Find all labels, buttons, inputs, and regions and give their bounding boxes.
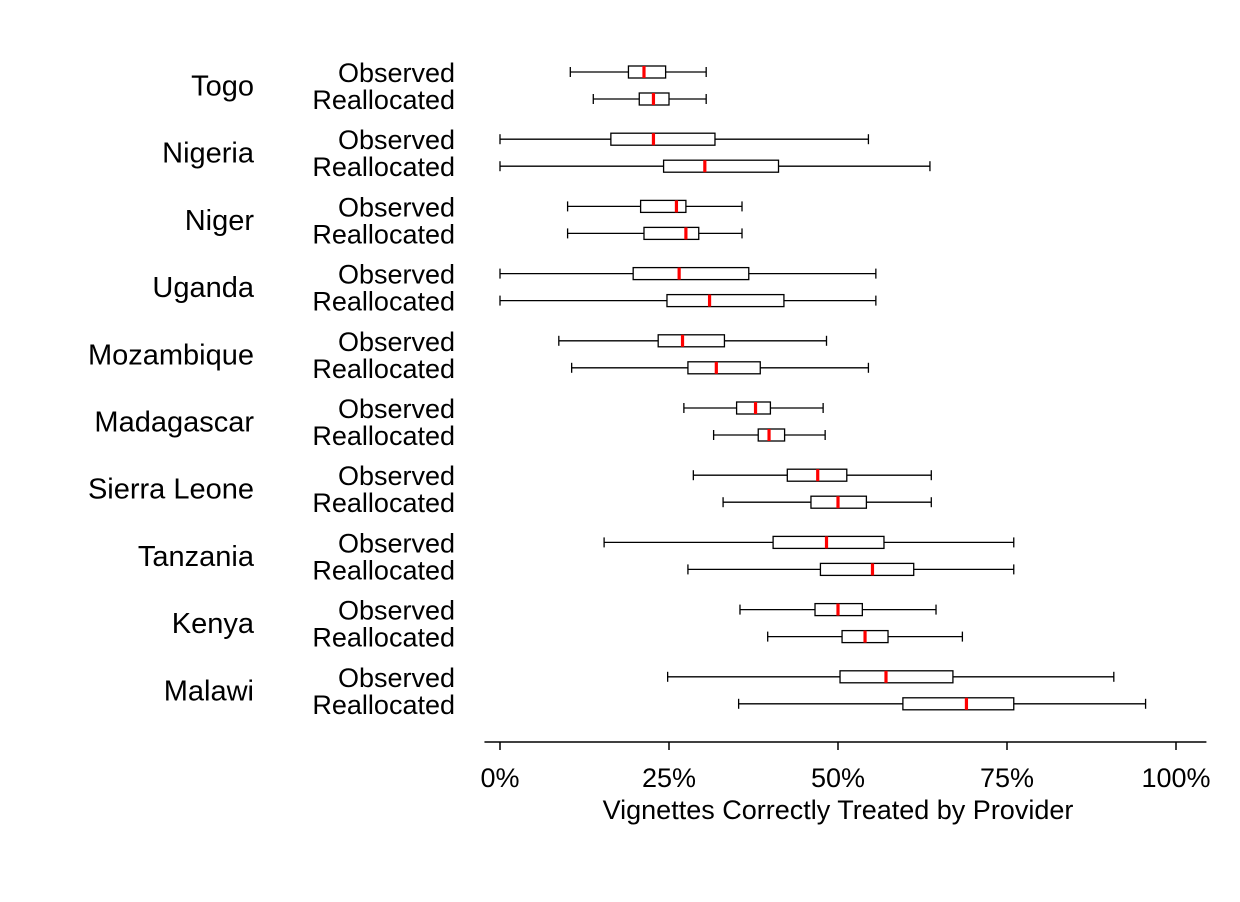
x-axis-ticks: 0% 25% 50% 75% 100% — [480, 742, 1211, 793]
series-label-tanzania-observed: Observed — [338, 528, 455, 558]
box-niger-observed — [566, 199, 743, 214]
iqr-box — [819, 562, 915, 577]
series-label-togo-reallocated: Reallocated — [312, 85, 455, 115]
box-sierra-leone-observed — [692, 468, 932, 482]
series-label-madagascar-observed: Observed — [338, 394, 455, 424]
box-marks — [499, 65, 1147, 711]
iqr-box — [627, 65, 667, 79]
iqr-box — [643, 226, 700, 241]
box-togo-reallocated — [592, 92, 707, 106]
box-madagascar-reallocated — [712, 428, 826, 442]
series-label-mozambique-reallocated: Reallocated — [312, 354, 455, 384]
country-label-malawi: Malawi — [164, 675, 254, 707]
series-label-togo-observed: Observed — [338, 58, 455, 88]
box-mozambique-observed — [558, 334, 828, 348]
series-label-mozambique-observed: Observed — [338, 327, 455, 357]
country-label-madagascar: Madagascar — [94, 407, 254, 439]
box-nigeria-observed — [499, 132, 870, 146]
series-label-uganda-observed: Observed — [338, 260, 455, 290]
box-malawi-observed — [666, 670, 1115, 684]
iqr-box — [639, 199, 687, 214]
series-label-sierra-leone-observed: Observed — [338, 461, 455, 491]
iqr-box — [902, 697, 1015, 711]
iqr-box — [610, 132, 716, 146]
box-uganda-reallocated — [499, 293, 877, 308]
iqr-box — [666, 293, 785, 308]
box-kenya-reallocated — [767, 629, 964, 644]
box-mozambique-reallocated — [571, 361, 870, 375]
country-label-kenya: Kenya — [172, 608, 255, 640]
box-madagascar-observed — [683, 401, 824, 415]
box-togo-observed — [569, 65, 707, 79]
series-label-kenya-observed: Observed — [338, 596, 455, 626]
iqr-box — [839, 670, 954, 684]
box-kenya-observed — [739, 602, 937, 617]
x-axis: 0% 25% 50% 75% 100% Vignettes Correctly Trea… — [480, 741, 1211, 825]
box-uganda-observed — [499, 266, 877, 281]
x-tick-label: 100% — [1141, 763, 1210, 793]
series-label-nigeria-reallocated: Reallocated — [312, 152, 455, 182]
box-tanzania-observed — [603, 535, 1015, 550]
iqr-box — [757, 428, 786, 442]
country-label-mozambique: Mozambique — [88, 339, 254, 371]
country-label-tanzania: Tanzania — [138, 541, 255, 573]
iqr-box — [662, 159, 780, 173]
series-label-malawi-observed: Observed — [338, 663, 455, 693]
series-label-tanzania-reallocated: Reallocated — [312, 555, 455, 585]
x-axis-label: Vignettes Correctly Treated by Provider — [603, 795, 1074, 825]
series-label-kenya-reallocated: Reallocated — [312, 623, 455, 653]
box-nigeria-reallocated — [499, 159, 931, 173]
box-sierra-leone-reallocated — [722, 495, 932, 509]
country-label-togo: Togo — [191, 71, 254, 103]
country-label-uganda: Uganda — [152, 272, 254, 304]
x-tick-label: 0% — [480, 763, 519, 793]
series-label-niger-observed: Observed — [338, 192, 455, 222]
country-label-niger: Niger — [185, 205, 255, 237]
x-tick-label: 25% — [642, 763, 696, 793]
box-niger-reallocated — [566, 226, 743, 241]
series-label-sierra-leone-reallocated: Reallocated — [312, 488, 455, 518]
country-label-nigeria: Nigeria — [162, 138, 255, 170]
iqr-box — [735, 401, 772, 415]
iqr-box — [687, 361, 761, 375]
x-tick-label: 50% — [811, 763, 865, 793]
iqr-box — [772, 535, 885, 550]
iqr-box — [657, 334, 726, 348]
box-tanzania-reallocated — [687, 562, 1015, 577]
x-tick-label: 75% — [980, 763, 1034, 793]
series-label-nigeria-observed: Observed — [338, 125, 455, 155]
country-label-sierra-leone: Sierra Leone — [88, 474, 254, 506]
iqr-box — [632, 266, 750, 281]
series-label-malawi-reallocated: Reallocated — [312, 690, 455, 720]
series-label-uganda-reallocated: Reallocated — [312, 287, 455, 317]
series-label-madagascar-reallocated: Reallocated — [312, 421, 455, 451]
series-label-niger-reallocated: Reallocated — [312, 219, 455, 249]
box-malawi-reallocated — [737, 697, 1147, 711]
